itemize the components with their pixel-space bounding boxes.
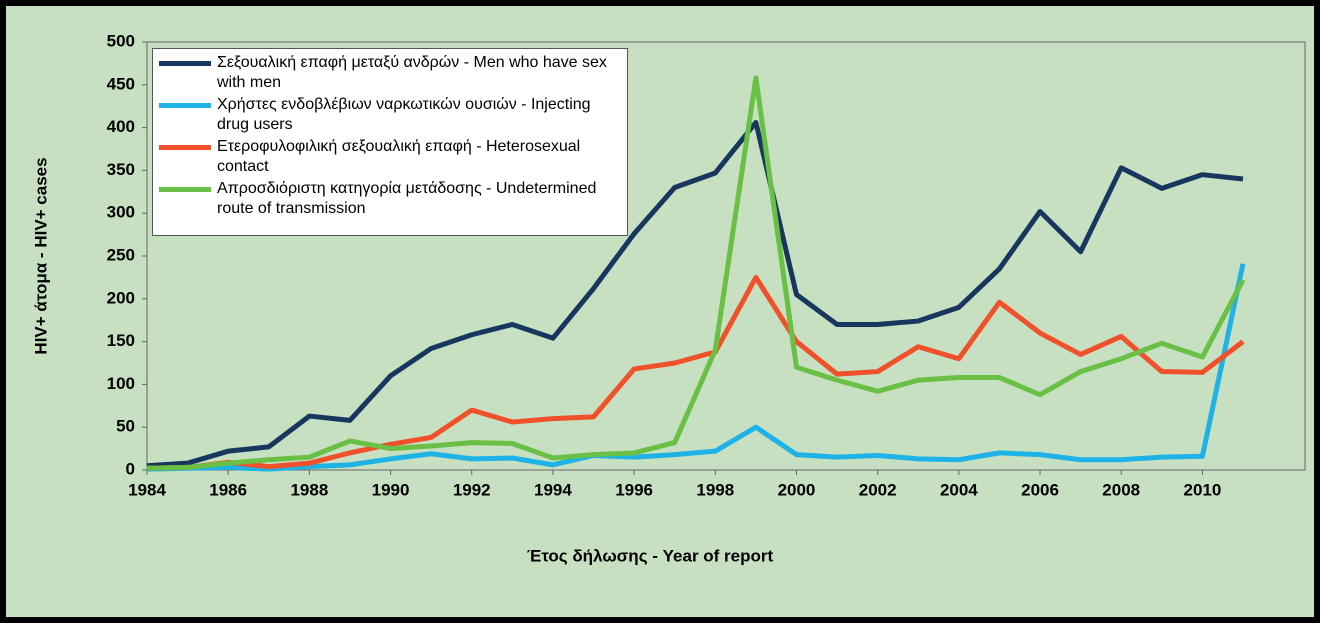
x-tick-label: 2000	[778, 480, 816, 499]
series-line	[146, 75, 1246, 471]
series-line	[146, 263, 1246, 472]
x-tick-label: 1988	[290, 480, 328, 499]
legend-label: Χρήστες ενδοβλέβιων ναρκωτικών ουσιών - …	[217, 96, 591, 133]
x-tick-label: 1992	[453, 480, 491, 499]
legend-label: Ετεροφυλοφιλική σεξουαλική επαφή - Heter…	[217, 138, 581, 175]
x-tick-label: 1984	[128, 480, 166, 499]
y-tick-label: 150	[107, 331, 135, 350]
x-tick-label: 1996	[615, 480, 653, 499]
x-tick-label: 1990	[372, 480, 410, 499]
x-tick-label: 2010	[1183, 480, 1221, 499]
y-tick-label: 300	[107, 203, 135, 222]
x-tick-label: 2008	[1102, 480, 1140, 499]
series-line	[146, 119, 1244, 469]
legend-label: Σεξουαλική επαφή μεταξύ ανδρών - Men who…	[217, 54, 607, 91]
legend-swatch	[159, 145, 211, 150]
x-tick-label: 2006	[1021, 480, 1059, 499]
x-tick-label: 2004	[940, 480, 978, 499]
y-tick-label: 400	[107, 117, 135, 136]
legend: Σεξουαλική επαφή μεταξύ ανδρών - Men who…	[152, 48, 628, 236]
y-tick-label: 250	[107, 245, 135, 264]
legend-swatch	[159, 187, 211, 192]
series-line	[146, 274, 1245, 471]
legend-label: Απροσδιόριστη κατηγορία μετάδοσης - Unde…	[217, 180, 597, 217]
x-tick-label: 1998	[696, 480, 734, 499]
y-axis-label: HIV+ άτομα - HIV+ cases	[31, 157, 50, 354]
y-tick-label: 0	[126, 459, 135, 478]
y-tick-label: 350	[107, 160, 135, 179]
y-tick-label: 450	[107, 74, 135, 93]
x-tick-label: 2002	[859, 480, 897, 499]
legend-entry: Σεξουαλική επαφή μεταξύ ανδρών - Men who…	[159, 53, 621, 93]
legend-swatch	[159, 103, 211, 108]
legend-entry: Χρήστες ενδοβλέβιων ναρκωτικών ουσιών - …	[159, 95, 621, 135]
y-tick-label: 100	[107, 374, 135, 393]
y-tick-label: 500	[107, 31, 135, 50]
legend-swatch	[159, 61, 211, 66]
x-axis-label: Έτος δήλωσης - Year of report	[527, 546, 774, 565]
x-tick-label: 1986	[209, 480, 247, 499]
legend-entry: Απροσδιόριστη κατηγορία μετάδοσης - Unde…	[159, 179, 621, 219]
y-tick-label: 50	[116, 417, 135, 436]
x-tick-label: 1994	[534, 480, 572, 499]
y-tick-label: 200	[107, 288, 135, 307]
legend-entry: Ετεροφυλοφιλική σεξουαλική επαφή - Heter…	[159, 137, 621, 177]
